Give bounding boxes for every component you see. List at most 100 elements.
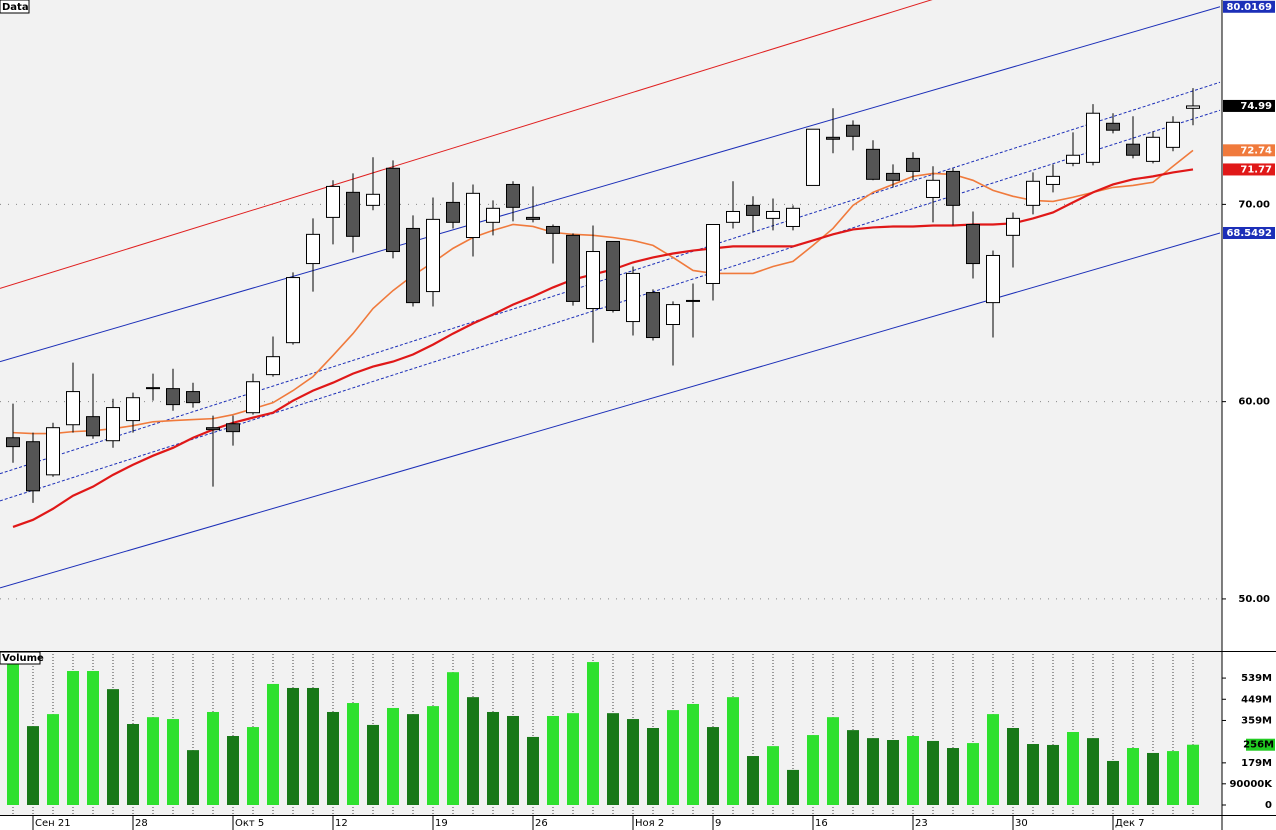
candle-body	[1166, 121, 1180, 148]
volume-bar	[487, 711, 499, 805]
y-tick-label: 60.00	[1238, 397, 1270, 408]
candle-body	[626, 272, 640, 323]
volume-bar	[87, 671, 99, 805]
volume-bar	[187, 750, 199, 805]
candle-body	[686, 299, 700, 302]
x-tick-label: Окт 5	[235, 818, 264, 829]
volume-bar	[647, 727, 659, 805]
x-tick-label: 19	[435, 818, 448, 829]
volume-bar	[747, 756, 759, 805]
volume-bar	[447, 672, 459, 805]
candle-body	[86, 416, 100, 437]
candle-body	[906, 157, 920, 172]
volume-bar	[1087, 738, 1099, 805]
y-tick-label: 539M	[1241, 673, 1272, 684]
volume-bar	[1167, 751, 1179, 805]
candle-body	[26, 441, 40, 492]
candle-body	[366, 193, 380, 206]
volume-bar	[247, 727, 259, 805]
candle-body	[746, 204, 760, 216]
candle-body	[1086, 112, 1100, 163]
y-tick-label: 0	[1265, 800, 1272, 811]
candle-body	[446, 201, 460, 223]
x-tick-label: 16	[815, 818, 828, 829]
candle-body	[6, 437, 20, 448]
volume-bar	[1187, 744, 1199, 805]
candle-body	[1066, 154, 1080, 164]
x-tick-label: Ноя 2	[635, 818, 664, 829]
x-tick-label: 23	[915, 818, 928, 829]
candle-body	[986, 254, 1000, 304]
volume-bar	[67, 671, 79, 805]
y-tick-label: 359M	[1241, 715, 1272, 726]
candle-body	[1046, 175, 1060, 185]
candle-body	[806, 128, 820, 186]
volume-bar	[907, 736, 919, 805]
price-tag	[1223, 99, 1275, 112]
channel-line	[0, 6, 1221, 363]
candle-body	[526, 216, 540, 220]
y-tick-label: 179M	[1241, 758, 1272, 769]
volume-bar	[1127, 748, 1139, 805]
candle-body	[106, 407, 120, 442]
candle-body	[286, 277, 300, 344]
price-tag-label: 74.99	[1240, 101, 1272, 112]
candle-body	[66, 391, 80, 426]
price-tag	[1223, 226, 1275, 239]
volume-bar	[227, 736, 239, 805]
candle-body	[326, 185, 340, 218]
y-tick-label: 449M	[1241, 694, 1272, 705]
candle-body	[1106, 122, 1120, 131]
volume-bar	[1007, 727, 1019, 805]
volume-bar	[107, 689, 119, 805]
candle-body	[966, 223, 980, 265]
volume-bar	[347, 703, 359, 805]
candle-body	[706, 223, 720, 284]
candle-body	[766, 210, 780, 219]
moving-average	[12, 149, 1194, 435]
volume-bar	[307, 687, 319, 805]
volume-bar	[867, 738, 879, 805]
volume-bar	[607, 713, 619, 805]
volume-bar	[507, 715, 519, 805]
candle-body	[146, 387, 160, 390]
x-tick-label: 9	[715, 818, 721, 829]
volume-bar	[787, 769, 799, 805]
price-tag-label: 71.77	[1240, 164, 1272, 175]
volume-bar	[887, 740, 899, 805]
candle-body	[926, 179, 940, 198]
volume-tag	[1246, 738, 1275, 751]
x-tick-label: Сен 21	[35, 818, 71, 829]
volume-bar	[827, 717, 839, 805]
x-tick-label: 28	[135, 818, 148, 829]
volume-bar	[1067, 732, 1079, 805]
volume-bar	[587, 662, 599, 805]
candle-body	[886, 172, 900, 181]
volume-bar	[207, 711, 219, 805]
volume-bar	[767, 746, 779, 805]
volume-bar	[527, 736, 539, 805]
volume-title: Volume	[2, 653, 44, 664]
volume-bar	[327, 711, 339, 805]
volume-bar	[847, 730, 859, 805]
price-tag	[1223, 144, 1275, 157]
volume-bar	[947, 748, 959, 805]
candle-body	[506, 183, 520, 208]
volume-bar	[47, 714, 59, 805]
candle-body	[586, 251, 600, 310]
volume-bar	[567, 713, 579, 805]
volume-bar	[1147, 752, 1159, 805]
candle-body	[466, 192, 480, 239]
price-tag-label: 72.74	[1240, 145, 1272, 156]
volume-bar	[27, 726, 39, 805]
candle-body	[166, 388, 180, 406]
price-tag	[1223, 163, 1275, 176]
candle-body	[546, 225, 560, 234]
volume-bar	[627, 719, 639, 805]
y-tick-label: 50.00	[1238, 594, 1270, 605]
candle-body	[386, 167, 400, 253]
candle-body	[666, 304, 680, 326]
